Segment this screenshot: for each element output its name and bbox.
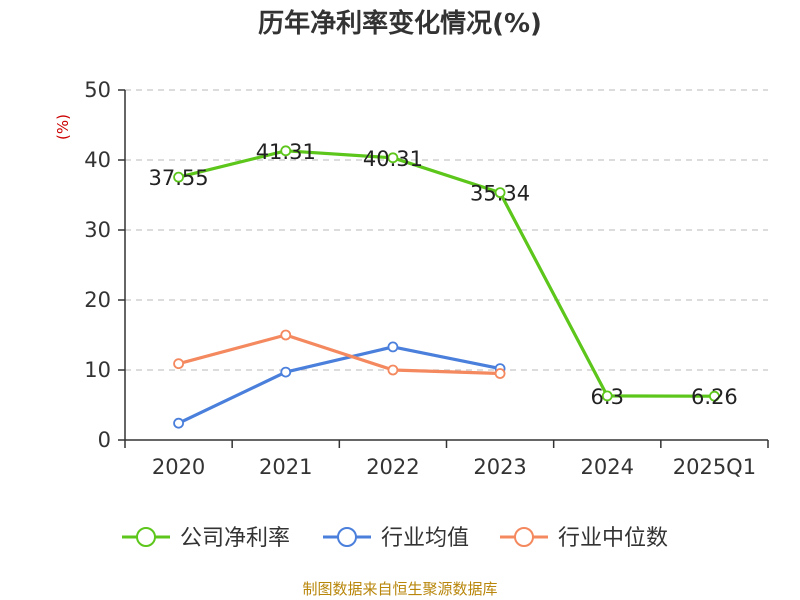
series-industry_avg xyxy=(173,341,506,429)
y-tick-label-40: 40 xyxy=(84,148,111,172)
data-label-2022: 40.31 xyxy=(363,147,423,171)
x-tick-label-2024: 2024 xyxy=(581,455,634,479)
series-line-company xyxy=(178,149,715,398)
point-industry_median-2021 xyxy=(280,329,292,341)
point-industry_median-2023 xyxy=(494,368,506,379)
chart-title: 历年净利率变化情况(%) xyxy=(258,8,542,39)
legend-label-industry_median: 行业中位数 xyxy=(558,526,668,551)
point-industry_median-2020 xyxy=(173,358,184,370)
x-tick-label-2025Q1: 2025Q1 xyxy=(673,455,756,479)
axes: 0 10 20 30 40 50 2020 2021 2022 2023 2024 2025Q1 xyxy=(84,78,769,479)
legend-marker-industry_avg xyxy=(337,527,357,547)
y-tick-label-10: 10 xyxy=(84,358,111,382)
data-label-2021: 41.31 xyxy=(256,140,316,164)
point-industry_avg-2022 xyxy=(387,341,399,353)
data-labels: 37.55 41.31 40.31 35.34 6.3 6.26 xyxy=(149,140,738,409)
series-company xyxy=(173,145,720,402)
y-tick-label-30: 30 xyxy=(84,218,111,242)
gridlines xyxy=(125,89,768,371)
x-tick-label-2021: 2021 xyxy=(259,455,312,479)
series-group xyxy=(173,145,720,429)
legend: 公司净利率 行业均值 行业中位数 xyxy=(122,526,668,551)
legend-marker-industry_median xyxy=(514,527,534,547)
series-line-industry_avg xyxy=(177,345,501,425)
series-industry_median xyxy=(173,329,506,379)
legend-marker-company xyxy=(136,527,156,547)
point-industry_avg-2020 xyxy=(173,417,184,429)
legend-label-company: 公司净利率 xyxy=(180,526,290,551)
series-line-industry_median xyxy=(178,333,501,376)
point-company-2020 xyxy=(173,171,184,183)
legend-item-industry_median: 行业中位数 xyxy=(500,526,668,551)
legend-item-company: 公司净利率 xyxy=(122,526,290,551)
y-tick-label-20: 20 xyxy=(84,288,111,312)
x-tick-label-2023: 2023 xyxy=(473,455,526,479)
point-company-2025Q1 xyxy=(709,390,720,402)
y-tick-label-0: 0 xyxy=(98,428,111,452)
data-label-2023: 35.34 xyxy=(470,182,530,206)
x-tick-label-2020: 2020 xyxy=(152,455,205,479)
y-axis-unit-label: (%) xyxy=(54,114,72,140)
point-company-2021 xyxy=(280,145,292,157)
y-tick-label-50: 50 xyxy=(84,78,111,102)
data-label-2024: 6.3 xyxy=(591,385,624,409)
point-company-2022 xyxy=(387,152,399,164)
point-company-2024 xyxy=(601,390,613,402)
data-source-note: 制图数据来自恒生聚源数据库 xyxy=(302,580,498,598)
legend-item-industry_avg: 行业均值 xyxy=(323,526,469,551)
point-industry_median-2022 xyxy=(387,364,399,376)
data-label-2025Q1: 6.26 xyxy=(691,385,738,409)
x-tick-label-2022: 2022 xyxy=(366,455,419,479)
legend-label-industry_avg: 行业均值 xyxy=(381,526,469,551)
data-label-2020: 37.55 xyxy=(149,166,209,190)
point-industry_avg-2021 xyxy=(280,366,292,378)
point-company-2023 xyxy=(494,187,506,199)
